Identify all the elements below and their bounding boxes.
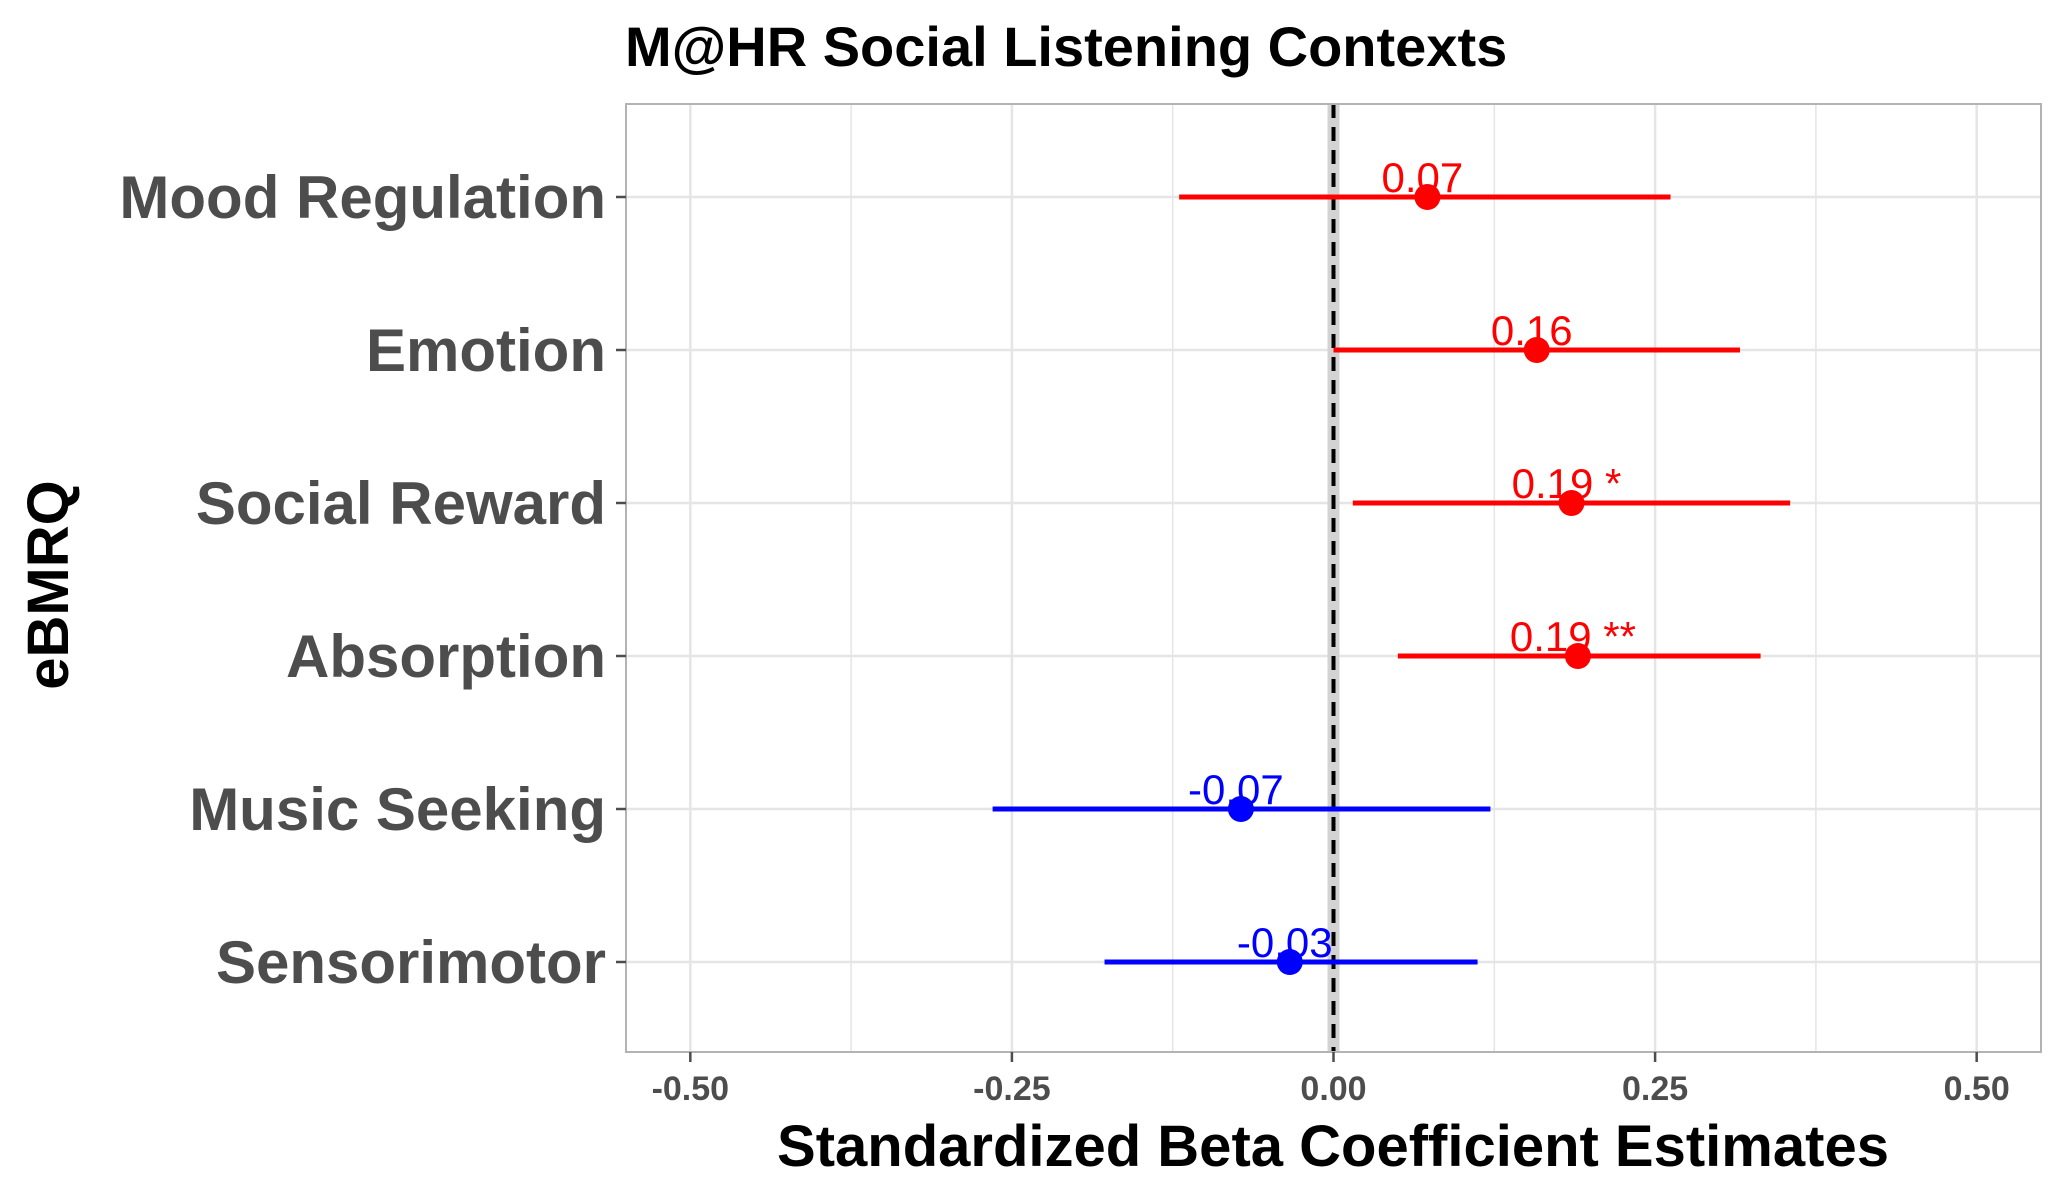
point-estimate	[1523, 337, 1550, 363]
x-tick-label: -0.25	[973, 1070, 1051, 1108]
data-label: -0.07	[1188, 766, 1284, 813]
data-label: 0.19 **	[1510, 613, 1636, 660]
point-estimate	[1414, 184, 1441, 210]
x-tick-label: 0.50	[1944, 1070, 2010, 1108]
data-label: 0.19 *	[1512, 460, 1622, 507]
data-label: 0.07	[1382, 154, 1464, 201]
y-axis-title: eBMRQ	[16, 480, 81, 689]
point-estimate	[1227, 796, 1254, 822]
point-estimate	[1564, 643, 1591, 669]
y-tick-label: Emotion	[366, 317, 606, 384]
plot-panel: 0.07 Mood Regulation 0.16 Emotion 0.19 * Soci…	[119, 103, 2042, 1108]
y-tick-label: Music Seeking	[189, 776, 606, 843]
x-tick-label: 0.00	[1300, 1070, 1366, 1108]
y-tick-label: Mood Regulation	[119, 164, 606, 231]
x-axis-title: Standardized Beta Coefficient Estimates	[777, 1114, 1889, 1179]
y-tick-label: Sensorimotor	[216, 929, 606, 996]
x-tick-label: 0.25	[1622, 1070, 1688, 1108]
data-label: -0.03	[1237, 919, 1333, 966]
y-tick-label: Social Reward	[196, 470, 606, 537]
data-label: 0.16	[1491, 307, 1573, 354]
point-estimate	[1558, 490, 1585, 516]
point-estimate	[1276, 949, 1303, 975]
y-tick-label: Absorption	[286, 623, 606, 690]
x-tick-label: -0.50	[652, 1070, 730, 1108]
chart-title: M@HR Social Listening Contexts	[625, 15, 1507, 78]
